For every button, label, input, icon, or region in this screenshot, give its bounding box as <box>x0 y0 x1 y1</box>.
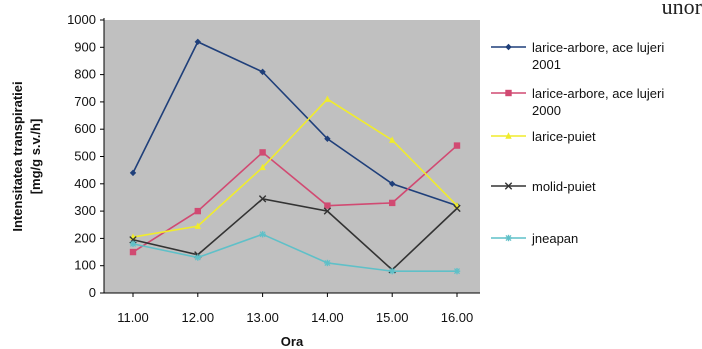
legend-label: 2001 <box>532 57 561 72</box>
data-point <box>258 195 267 203</box>
marker-stroke <box>454 268 460 275</box>
legend-entry: jneapan <box>491 231 578 246</box>
x-tick-label: 11.00 <box>117 310 149 325</box>
y-tick-label: 700 <box>74 94 96 109</box>
data-point <box>259 149 266 156</box>
data-point <box>194 254 201 261</box>
series-line <box>132 98 458 238</box>
data-point <box>194 38 201 46</box>
y-tick-label: 100 <box>74 258 96 273</box>
legend-label: larice-arbore, ace lujeri <box>532 40 664 55</box>
y-tick-label: 400 <box>74 176 96 191</box>
data-point <box>129 248 137 256</box>
data-point <box>324 202 331 209</box>
series-line <box>132 40 458 207</box>
x-tick-label: 15.00 <box>376 310 409 325</box>
data-point <box>453 142 461 149</box>
marker-stroke <box>505 235 512 241</box>
legend-entry: larice-puiet <box>491 129 596 144</box>
legend-label: larice-arbore, ace lujeri <box>532 86 664 101</box>
marker-stroke <box>323 207 332 215</box>
series-1 <box>129 142 461 256</box>
legend-entry: larice-arbore, ace lujeri 2001 <box>491 40 664 72</box>
legend-label: larice-puiet <box>532 129 596 144</box>
data-point <box>389 199 396 207</box>
y-tick-label: 0 <box>89 285 96 300</box>
data-point <box>389 267 396 275</box>
x-tick-label: 13.00 <box>246 310 279 325</box>
marker-stroke <box>324 259 331 266</box>
plot-area <box>104 20 480 293</box>
data-point <box>324 259 331 267</box>
data-point <box>323 207 332 215</box>
y-axis-title-line1: Intensitatea transpiratiei <box>10 81 25 231</box>
y-tick-label: 1000 <box>67 12 96 27</box>
y-tick-label: 600 <box>74 121 96 136</box>
data-point <box>129 169 137 177</box>
data-point <box>453 267 461 275</box>
cropped-text-fragment: unor <box>661 0 702 19</box>
legend-swatch-marker <box>505 43 512 51</box>
data-point <box>324 95 331 102</box>
y-tick-label: 900 <box>74 39 96 54</box>
marker-stroke <box>258 195 267 203</box>
y-axis-title-line2: [mg/g s.v./h] <box>28 119 43 195</box>
data-point <box>129 240 137 248</box>
marker-stroke <box>259 231 266 238</box>
data-point <box>194 207 201 215</box>
legend-label: jneapan <box>531 231 578 246</box>
data-point <box>389 136 396 143</box>
y-tick-label: 300 <box>74 203 96 218</box>
marker-stroke <box>130 240 136 247</box>
legend-swatch-marker <box>504 182 513 190</box>
data-point <box>194 222 201 229</box>
data-point <box>389 180 396 187</box>
legend-entry: larice-arbore, ace lujeri 2000 <box>491 86 664 118</box>
x-tick-label: 16.00 <box>441 310 474 325</box>
data-point <box>453 204 461 213</box>
legend-swatch-marker <box>505 234 512 242</box>
data-point <box>324 135 331 142</box>
marker-stroke <box>453 204 461 213</box>
data-point <box>259 163 266 171</box>
y-tick-label: 200 <box>74 230 96 245</box>
legend-label: 2000 <box>532 103 561 118</box>
data-point <box>259 68 266 76</box>
marker-stroke <box>194 254 201 261</box>
x-axis-title: Ora <box>281 334 304 349</box>
x-tick-label: 14.00 <box>311 310 344 325</box>
marker-stroke <box>389 268 396 275</box>
x-tick-label: 12.00 <box>182 310 215 325</box>
series-line <box>132 233 457 272</box>
legend-swatch-marker <box>505 89 512 97</box>
legend-label: molid-puiet <box>532 179 596 194</box>
series-line <box>132 197 458 271</box>
y-tick-label: 500 <box>74 149 96 164</box>
legend-swatch-marker <box>505 132 512 139</box>
data-point <box>259 231 266 238</box>
series-line <box>132 144 458 253</box>
legend-entry: molid-puiet <box>491 179 596 194</box>
marker-stroke <box>504 182 513 190</box>
series-4 <box>129 231 461 275</box>
y-tick-label: 800 <box>74 67 96 82</box>
